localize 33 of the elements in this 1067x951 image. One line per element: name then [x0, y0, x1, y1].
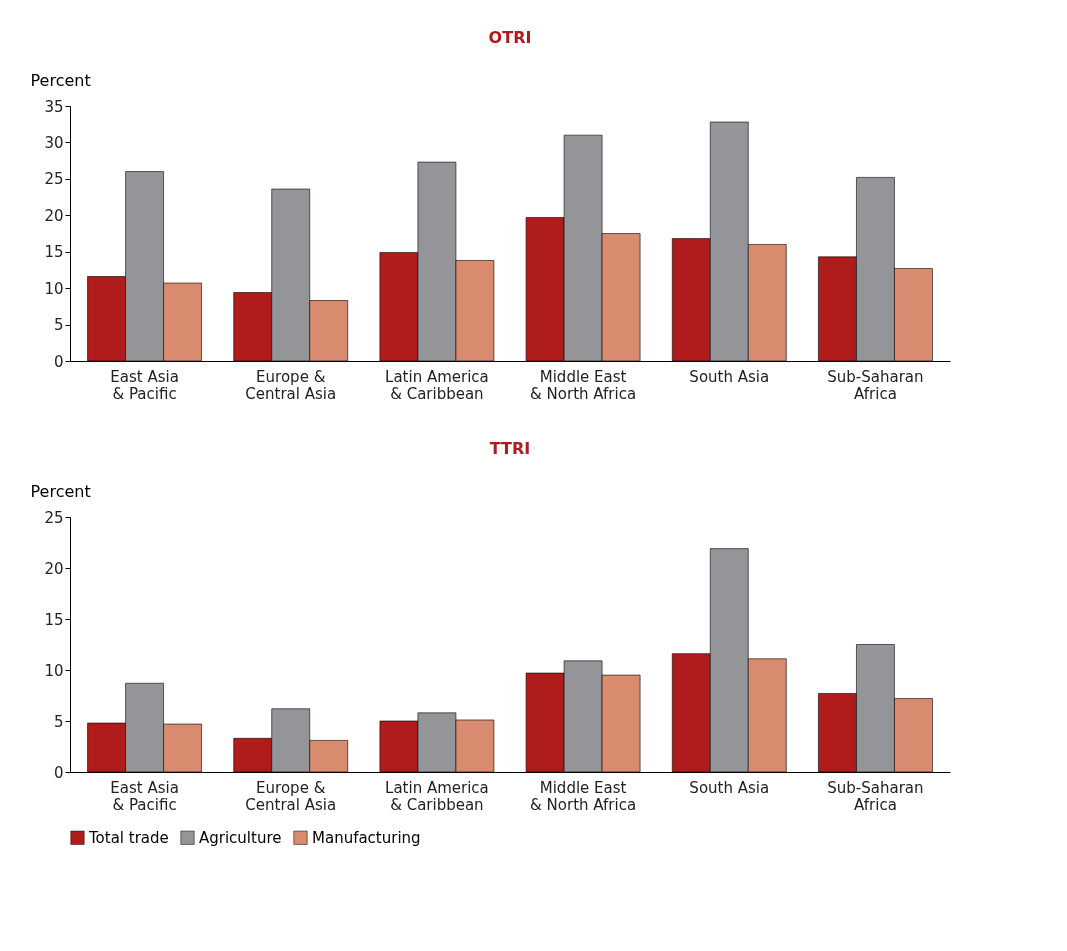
y-axis-title: Percent: [30, 70, 91, 90]
y-tick-label: 20: [44, 559, 64, 578]
x-tick-label: Latin America & Caribbean: [385, 778, 489, 814]
legend-label: Agriculture: [199, 828, 282, 847]
y-tick-label: 5: [53, 316, 64, 335]
x-tick-label: Europe & Central Asia: [245, 778, 337, 814]
y-tick-label: 5: [53, 712, 64, 731]
x-tick-label: South Asia: [689, 367, 770, 386]
x-tick-label: Middle East & North Africa: [530, 367, 637, 403]
chart-title: TTRI: [489, 439, 531, 458]
y-tick-label: 25: [44, 508, 64, 527]
x-tick-label: Sub-Saharan Africa: [827, 778, 924, 814]
y-tick-label: 25: [44, 170, 64, 189]
x-tick-label: Middle East & North Africa: [530, 778, 637, 814]
x-tick-label: South Asia: [689, 778, 770, 797]
y-tick-label: 10: [44, 661, 64, 680]
y-tick-label: 0: [53, 763, 64, 782]
legend-label: Total trade: [88, 828, 169, 847]
y-tick-label: 15: [44, 610, 64, 629]
y-tick-label: 35: [44, 97, 64, 116]
y-tick-label: 10: [44, 279, 64, 298]
y-tick-label: 15: [44, 243, 64, 262]
x-tick-label: Sub-Saharan Africa: [827, 367, 924, 403]
y-tick-label: 0: [53, 352, 64, 371]
y-axis-title: Percent: [30, 481, 91, 501]
chart-title: OTRI: [488, 28, 532, 47]
x-tick-label: East Asia & Pacific: [110, 778, 179, 814]
y-tick-label: 30: [44, 133, 64, 152]
x-tick-label: Latin America & Caribbean: [385, 367, 489, 403]
x-tick-label: East Asia & Pacific: [110, 367, 179, 403]
y-tick-label: 20: [44, 206, 64, 225]
x-tick-label: Europe & Central Asia: [245, 367, 337, 403]
legend-label: Manufacturing: [312, 828, 421, 847]
